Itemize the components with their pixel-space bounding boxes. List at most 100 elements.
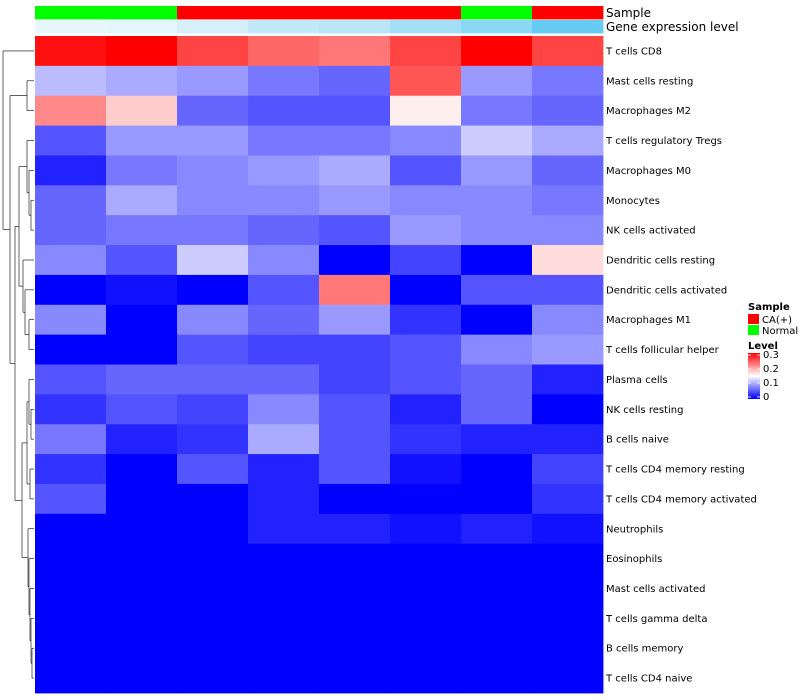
heatmap-cell — [35, 95, 107, 126]
heatmap-cell — [177, 125, 249, 156]
row-label: B cells naive — [606, 435, 669, 446]
heatmap-cell — [390, 334, 462, 365]
heatmap-cell — [319, 573, 391, 604]
heatmap-cell — [248, 573, 320, 604]
legend: Sample CA(+) Normal Level 0.3 0.2 0.1 0 — [748, 302, 798, 403]
sample-annotation-cell — [248, 6, 320, 20]
heatmap-cell — [461, 364, 533, 395]
heatmap-cell — [461, 65, 533, 97]
heatmap-cell — [532, 394, 604, 425]
heatmap-cell — [532, 95, 604, 126]
heatmap-cell — [390, 304, 462, 336]
heatmap-cell — [248, 543, 320, 574]
heatmap-cell — [461, 125, 533, 156]
legend-swatch-normal — [748, 325, 759, 335]
expression-annotation-cell — [177, 20, 249, 34]
heatmap-cell — [35, 304, 107, 336]
sample-legend-title: Sample — [748, 302, 790, 313]
heatmap-cell — [532, 334, 604, 365]
heatmap-cell — [248, 334, 320, 365]
heatmap-cell — [106, 663, 178, 694]
heatmap-cell — [461, 304, 533, 336]
heatmap-cell — [461, 663, 533, 694]
heatmap-cell — [35, 274, 107, 306]
heatmap-cell — [390, 95, 462, 126]
row-label: Macrophages M0 — [606, 166, 691, 177]
expression-annotation-cell — [461, 20, 533, 34]
heatmap-cell — [177, 663, 249, 694]
heatmap-cell — [390, 364, 462, 395]
heatmap-cell — [106, 215, 178, 246]
heatmap-cell — [106, 603, 178, 634]
heatmap-cell — [390, 424, 462, 455]
heatmap-cell — [35, 454, 107, 485]
row-label: Dendritic cells activated — [606, 285, 727, 296]
heatmap-cell — [248, 454, 320, 485]
heatmap-cell — [35, 543, 107, 574]
row-label: Eosinophils — [606, 554, 662, 565]
heatmap-cell — [177, 334, 249, 365]
heatmap-cell — [177, 543, 249, 574]
heatmap-cell — [177, 364, 249, 395]
heatmap-cell — [461, 215, 533, 246]
heatmap-cell — [319, 394, 391, 425]
sample-annotation-cell — [461, 6, 533, 20]
heatmap-cell — [35, 483, 107, 515]
sample-annotation-cell — [532, 6, 604, 20]
sample-annotation-bar — [35, 6, 604, 20]
heatmap-cells — [35, 36, 604, 694]
sample-annotation-cell — [35, 6, 107, 20]
heatmap-cell — [248, 304, 320, 336]
level-legend-title: Level — [748, 341, 778, 352]
heatmap-cell — [248, 245, 320, 276]
heatmap-cell — [532, 185, 604, 216]
heatmap-cell — [319, 513, 391, 545]
heatmap-cell — [106, 424, 178, 455]
level-tick-0.1: 0.1 — [763, 378, 779, 389]
heatmap-cell — [106, 483, 178, 515]
heatmap-cell — [248, 663, 320, 694]
heatmap-cell — [390, 65, 462, 97]
sample-annotation-label: Sample — [606, 6, 651, 20]
expression-annotation-cell — [248, 20, 320, 34]
heatmap-cell — [248, 215, 320, 246]
heatmap-cell — [319, 543, 391, 574]
heatmap-cell — [35, 364, 107, 395]
expression-annotation-bar — [35, 20, 604, 34]
heatmap-cell — [248, 125, 320, 156]
heatmap-cell — [177, 155, 249, 186]
heatmap-cell — [319, 424, 391, 455]
heatmap-cell — [319, 633, 391, 664]
sample-annotation-cell — [177, 6, 249, 20]
heatmap-cell — [532, 513, 604, 545]
row-label: T cells CD4 memory activated — [605, 494, 757, 505]
heatmap-cell — [390, 245, 462, 276]
heatmap-cell — [319, 155, 391, 186]
heatmap-cell — [248, 603, 320, 634]
row-dendrogram — [2, 50, 34, 679]
heatmap-cell — [106, 304, 178, 336]
heatmap-cell — [532, 603, 604, 634]
heatmap-cell — [319, 483, 391, 515]
heatmap-cell — [390, 155, 462, 186]
heatmap-cell — [461, 155, 533, 186]
heatmap-cell — [35, 155, 107, 186]
heatmap-cell — [35, 633, 107, 664]
expression-annotation-label: Gene expression level — [606, 20, 739, 34]
legend-swatch-ca — [748, 314, 759, 324]
heatmap-cell — [106, 125, 178, 156]
heatmap-cell — [106, 573, 178, 604]
heatmap-cell — [35, 663, 107, 694]
row-label: T cells CD8 — [605, 46, 662, 57]
heatmap-cell — [532, 573, 604, 604]
heatmap-cell — [532, 215, 604, 246]
row-labels: T cells CD8 Mast cells resting Macrophages… — [605, 46, 757, 684]
heatmap-cell — [532, 155, 604, 186]
heatmap-cell — [390, 513, 462, 545]
heatmap-cell — [532, 454, 604, 485]
heatmap-cell — [177, 185, 249, 216]
heatmap-cell — [106, 394, 178, 425]
heatmap-cell — [461, 483, 533, 515]
heatmap-cell — [319, 36, 391, 67]
heatmap-cell — [177, 573, 249, 604]
